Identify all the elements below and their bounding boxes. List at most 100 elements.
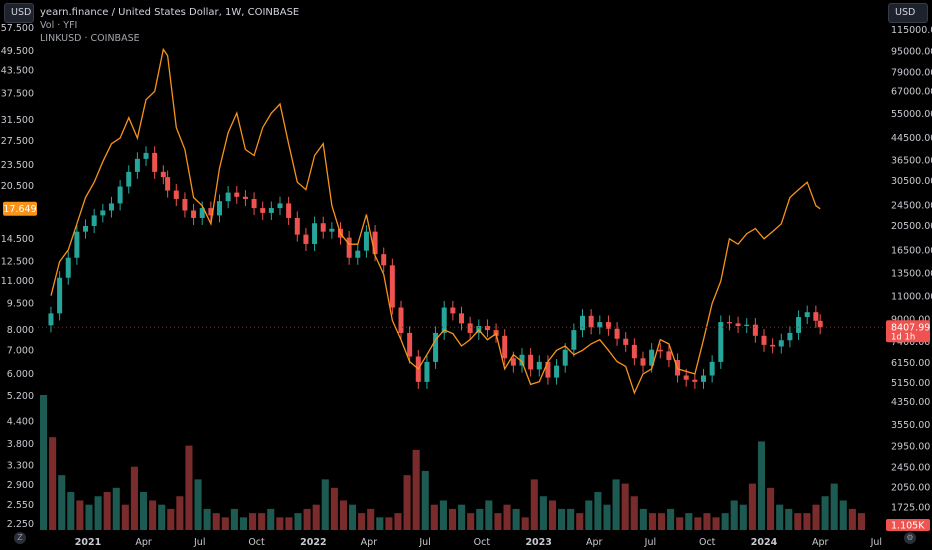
candle-body (83, 225, 89, 232)
right-countdown: 1d 1h (891, 332, 915, 342)
candle-body (718, 322, 724, 362)
volume-bar (176, 496, 184, 530)
right-axis-tick-label: 2050.00 (891, 483, 930, 494)
candle-body (160, 171, 166, 178)
left-axis-tick-label: 31.500 (1, 115, 34, 126)
right-price-axis[interactable]: 115000.00 95000.00 79000.00 67000.00 55000.0… (891, 25, 932, 533)
candle-body (242, 196, 248, 199)
volume-bar (694, 517, 702, 530)
volume-bar (121, 504, 129, 530)
volume-bar (385, 517, 393, 530)
candle-body (597, 322, 603, 328)
time-axis-tick-label: Apr (135, 537, 152, 548)
candle-body (787, 332, 793, 341)
volume-bar (430, 504, 438, 530)
volume-bar (530, 479, 538, 530)
volume-bars (40, 395, 865, 530)
right-axis-tick-label: 30500.00 (891, 176, 932, 187)
left-currency-button[interactable]: USD (4, 3, 34, 23)
candle-body (143, 152, 149, 159)
candle-body (796, 317, 802, 333)
volume-bar (158, 504, 166, 530)
overlay-line-series (50, 47, 821, 395)
candle-body (65, 257, 71, 278)
volume-bar (576, 513, 584, 530)
volume-bar (230, 508, 238, 530)
candle-body (484, 326, 490, 331)
volume-bar (476, 508, 484, 530)
volume-bar (294, 513, 302, 530)
left-axis-tick-label: 5.200 (7, 391, 34, 402)
right-axis-tick-label: 1725.00 (891, 502, 930, 513)
left-axis-tick-label: 8.000 (7, 325, 34, 336)
time-axis[interactable]: 2021 Apr Jul Oct 2022 Apr Jul Oct 2023 Apr Jul Oct 2… (75, 537, 882, 548)
candle-body (571, 330, 577, 350)
time-axis-tick-label: Oct (474, 537, 491, 548)
candle-body (268, 208, 274, 213)
volume-bar (212, 513, 220, 530)
volume-bar (94, 496, 102, 530)
volume-bar (539, 496, 547, 530)
left-axis-tick-label: 2.250 (7, 519, 34, 530)
candle-body (761, 335, 767, 345)
candle-body (701, 375, 706, 382)
volume-bar (621, 483, 629, 530)
zoom-reset-icon[interactable]: Z (14, 532, 26, 544)
candle-body (770, 344, 776, 347)
left-axis-tick-label: 12.500 (1, 257, 34, 268)
candle-body (286, 203, 292, 218)
left-axis-tick-label: 49.500 (1, 46, 34, 57)
candle-body (108, 203, 114, 211)
volume-bar (830, 483, 838, 530)
settings-gear-icon[interactable]: ⚙ (904, 532, 916, 544)
right-axis-tick-label: 36500.00 (891, 155, 932, 166)
volume-bar (857, 513, 865, 530)
volume-bar (367, 508, 375, 530)
volume-bar (221, 517, 229, 530)
volume-bar (803, 513, 811, 530)
candle-body (528, 354, 534, 370)
volume-bar (730, 500, 738, 530)
right-axis-tick-label: 7400.00 (891, 337, 930, 348)
volume-bar (767, 487, 775, 530)
candle-body (640, 358, 646, 366)
candle-body (152, 152, 158, 172)
time-axis-tick-label: Apr (361, 537, 378, 548)
volume-bar (103, 492, 111, 530)
volume-bar (285, 517, 293, 530)
volume-bar (785, 508, 793, 530)
volume-bar (521, 517, 529, 530)
right-axis-tick-label: 95000.00 (891, 47, 932, 58)
volume-bar (321, 479, 329, 530)
volume-bar (67, 492, 75, 530)
left-price-axis[interactable]: 57.500 49.500 43.500 37.500 31.500 27.500 23.5… (1, 23, 34, 530)
candle-body (631, 344, 637, 359)
candle-body (346, 237, 352, 258)
left-axis-tick-label: 43.500 (1, 66, 34, 77)
candle-body (57, 277, 63, 314)
candle-body (199, 208, 205, 218)
candle-body (260, 208, 266, 213)
candle-body (735, 323, 741, 327)
volume-bar (648, 513, 656, 530)
right-axis-tick-label: 6150.00 (891, 358, 930, 369)
volume-bar (612, 479, 620, 530)
volume-bar (812, 504, 820, 530)
right-axis-tick-label: 3550.00 (891, 420, 930, 431)
candle-body (173, 190, 179, 199)
candle-body (519, 354, 525, 366)
candle-body (217, 201, 222, 216)
right-currency-button[interactable]: USD (888, 3, 928, 23)
right-axis-tick-label: 16500.00 (891, 246, 932, 257)
volume-bar (503, 504, 511, 530)
volume-bar (267, 508, 275, 530)
candle-body (191, 210, 197, 218)
volume-bar (358, 513, 366, 530)
candle-body (614, 328, 620, 339)
candle-body (726, 322, 732, 324)
volume-bar (676, 517, 684, 530)
time-axis-tick-label: Jul (870, 537, 882, 548)
right-axis-tick-label: 55000.00 (891, 109, 932, 120)
candle-body (433, 332, 439, 362)
